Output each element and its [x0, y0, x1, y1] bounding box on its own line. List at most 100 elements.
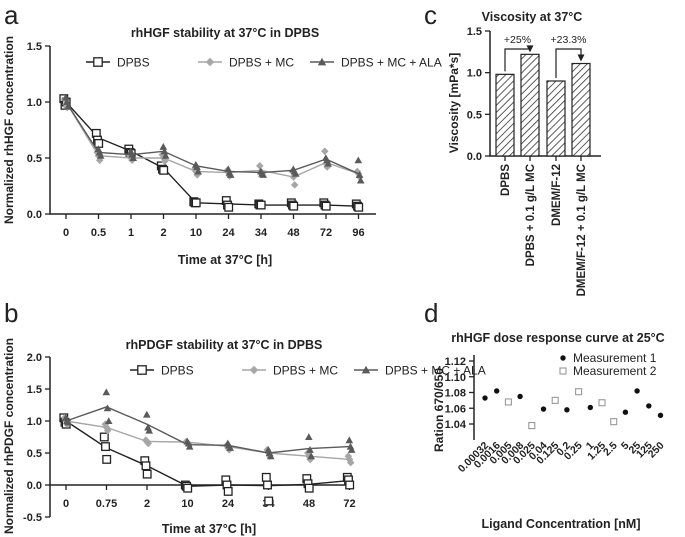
data-point — [324, 159, 332, 167]
data-point — [102, 388, 111, 396]
data-point — [103, 404, 112, 412]
data-point — [99, 432, 109, 442]
legend-marker — [249, 365, 259, 375]
x-tick-label: 10 — [190, 227, 202, 239]
data-point — [142, 469, 152, 479]
data-point — [141, 461, 151, 471]
data-point — [96, 151, 105, 159]
x-tick-label: 96 — [352, 227, 364, 239]
x-tick-label: DMEM/F-12 + 0.1 g/L MC — [576, 164, 588, 296]
annotation-arrowhead — [577, 54, 585, 62]
legend-label: DPBS — [161, 364, 194, 378]
data-point — [354, 156, 363, 164]
data-point — [646, 403, 652, 409]
legend-marker — [317, 57, 327, 66]
panel-a-ylabel: Normalized rhHGF concentration — [2, 36, 16, 224]
panel-a-title: rhHGF stability at 37°C in DPBS — [131, 26, 319, 40]
data-point — [144, 439, 152, 448]
x-tick-label: 48 — [303, 498, 315, 510]
panel-letter-a: a — [4, 0, 19, 30]
x-tick-label: 24 — [222, 227, 235, 239]
data-point — [304, 483, 314, 493]
data-point — [345, 436, 354, 444]
x-tick-label: 2 — [144, 498, 150, 510]
panel-letter-b: b — [4, 298, 18, 328]
data-point — [159, 143, 168, 150]
data-point — [551, 396, 559, 404]
y-tick-label: -0.5 — [23, 512, 42, 524]
panel-c-chart: Viscosity at 37°C Viscosity [mPa*s] 0.00… — [447, 10, 601, 296]
data-point — [540, 406, 547, 412]
data-point — [517, 393, 523, 400]
bar-3 — [546, 80, 566, 157]
bar-2 — [520, 53, 540, 157]
y-tick-label: 1.5 — [27, 41, 42, 53]
data-point — [63, 98, 71, 106]
data-point — [345, 455, 354, 464]
data-point — [160, 157, 169, 166]
annotation-arrowhead — [526, 45, 534, 53]
panel-a-y-ticks: 0.0 0.5 1.0 1.5 — [27, 41, 50, 221]
data-point — [193, 163, 201, 170]
data-point — [226, 444, 234, 451]
y-tick-label: 1.10 — [445, 372, 466, 384]
panel-b-ylabel: Normalized rhPDGF concentration — [2, 338, 16, 534]
data-point — [194, 167, 202, 175]
data-point — [482, 395, 488, 401]
x-tick-label: 10 — [181, 498, 193, 510]
data-point — [224, 202, 234, 212]
data-point — [256, 162, 264, 170]
data-point — [291, 169, 300, 177]
data-point — [323, 163, 331, 171]
panel-b-y-ticks: -0.5 0.0 0.5 1.0 1.5 2.0 — [23, 352, 50, 524]
y-tick-label: 0.0 — [467, 151, 482, 163]
series-line-2 — [65, 101, 359, 178]
panel-a-x-ticks: 0 0.5 1 2 10 24 34 48 72 96 — [63, 214, 365, 239]
annotation-label: +25% — [504, 34, 531, 46]
panel-a-xlabel: Time at 37°C [h] — [178, 253, 272, 267]
legend-label: DPBS — [117, 56, 150, 70]
panel-d-plot — [482, 388, 664, 430]
data-point — [101, 442, 110, 452]
data-point — [145, 426, 153, 434]
legend-marker — [93, 57, 103, 67]
legend-marker — [559, 367, 567, 375]
data-point — [345, 480, 355, 490]
panel-d-ylabel: Ration 670/650 — [432, 368, 446, 452]
panel-a-legend: DPBS DPBS + MC DPBS + MC + ALA — [86, 56, 442, 70]
y-tick-label: 1.0 — [467, 68, 482, 80]
x-tick-label: 48 — [287, 227, 299, 239]
data-point — [226, 171, 235, 178]
data-point — [347, 446, 356, 453]
panel-b-title: rhPDGF stability at 37°C in DPBS — [126, 338, 323, 352]
data-point — [306, 446, 314, 453]
data-point — [104, 417, 113, 425]
y-tick-label: 1.08 — [445, 388, 466, 400]
data-point — [346, 458, 355, 467]
data-point — [504, 398, 512, 406]
data-point — [321, 201, 331, 211]
x-tick-label: 72 — [320, 227, 332, 239]
y-tick-label: 0.0 — [27, 209, 42, 221]
legend-label: DPBS + MC — [273, 364, 338, 378]
x-tick-label: 0.75 — [96, 498, 117, 510]
panel-b-chart: rhPDGF stability at 37°C in DPBS Normali… — [2, 338, 486, 536]
x-tick-label: 0 — [63, 498, 69, 510]
data-point — [129, 154, 137, 162]
y-tick-label: 1.0 — [27, 97, 42, 109]
panel-d-title: rhHGF dose response curve at 25°C — [451, 331, 664, 345]
x-tick-label: DPBS — [500, 164, 512, 196]
data-point — [263, 480, 272, 490]
x-tick-label: 2.5 — [601, 440, 620, 459]
y-tick-label: 1.06 — [445, 403, 466, 415]
data-point — [356, 176, 365, 184]
y-tick-label: 1.0 — [27, 416, 42, 428]
data-point — [256, 200, 266, 210]
legend-marker — [560, 355, 566, 361]
y-tick-label: 1.04 — [445, 419, 467, 431]
legend-label: Measurement 1 — [573, 351, 657, 365]
legend-marker — [137, 365, 147, 375]
y-tick-label: 1.5 — [27, 384, 42, 396]
panel-c-y-ticks: 0.0 0.5 1.0 1.5 — [467, 26, 490, 163]
